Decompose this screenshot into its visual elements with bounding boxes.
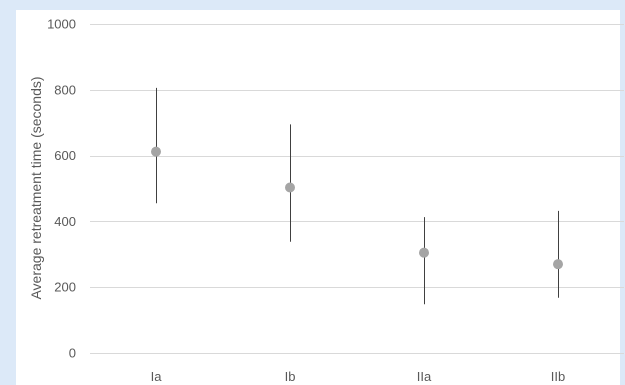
y-tick-labels: 0 200 400 600 800 1000 [47, 17, 76, 361]
plot-area [16, 10, 620, 385]
gridlines [90, 24, 624, 354]
x-tick-labels: Ia Ib IIa IIb [151, 369, 566, 384]
y-tick-label-1000: 1000 [47, 17, 76, 32]
y-tick-label-800: 800 [54, 82, 76, 97]
data-point-ia [151, 146, 161, 157]
y-tick-label-400: 400 [54, 214, 76, 229]
data-point-iib [553, 259, 563, 270]
y-axis-title: Average retreatment time (seconds) [28, 76, 44, 299]
x-tick-label-iia: IIa [417, 369, 432, 384]
data-points [151, 146, 563, 270]
data-point-ib [285, 182, 295, 193]
x-tick-label-ib: Ib [285, 369, 296, 384]
error-bars [156, 87, 559, 305]
x-tick-label-ia: Ia [151, 369, 163, 384]
y-tick-label-600: 600 [54, 148, 76, 163]
y-tick-label-200: 200 [54, 280, 76, 295]
data-point-iia [419, 247, 429, 258]
x-tick-label-iib: IIb [551, 369, 565, 384]
y-tick-label-0: 0 [69, 346, 76, 361]
